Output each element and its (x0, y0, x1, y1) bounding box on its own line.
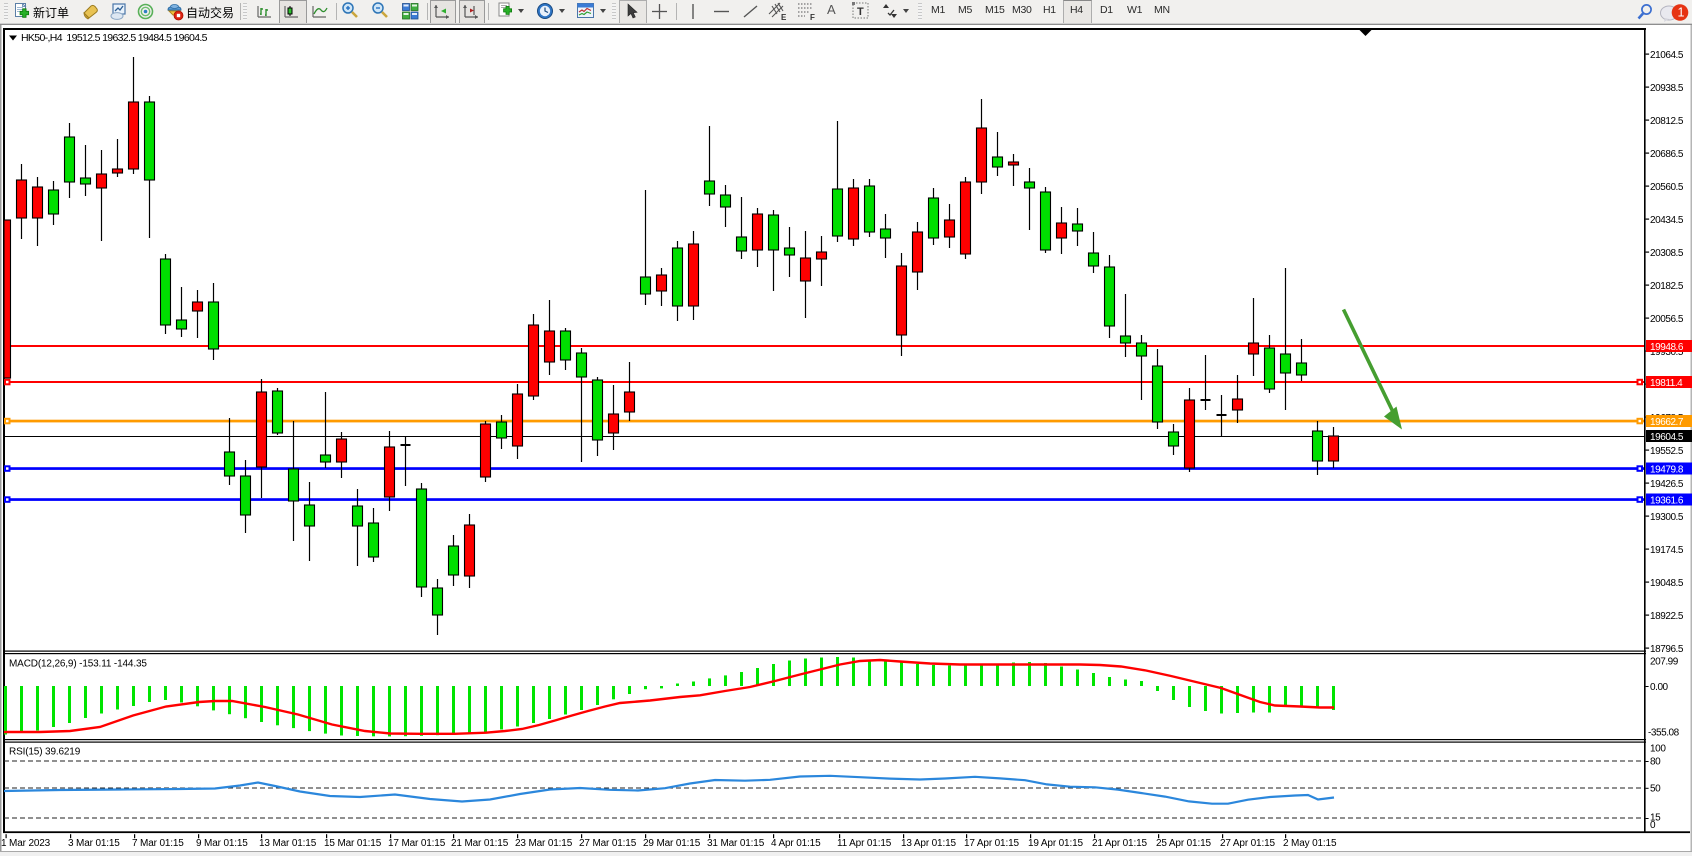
svg-text:50: 50 (1650, 783, 1661, 794)
svg-text:21 Mar 01:15: 21 Mar 01:15 (451, 838, 509, 849)
svg-text:80: 80 (1650, 757, 1661, 768)
svg-text:13 Apr 01:15: 13 Apr 01:15 (901, 838, 957, 849)
svg-text:F: F (810, 13, 815, 21)
svg-text:RSI(15) 39.6219: RSI(15) 39.6219 (9, 747, 81, 758)
svg-text:1: 1 (1678, 6, 1685, 20)
svg-text:4 Apr 01:15: 4 Apr 01:15 (771, 838, 821, 849)
svg-text:20812.5: 20812.5 (1650, 116, 1684, 127)
svg-text:21 Apr 01:15: 21 Apr 01:15 (1092, 838, 1148, 849)
svg-text:27 Mar 01:15: 27 Mar 01:15 (579, 838, 637, 849)
svg-text:7 Mar 01:15: 7 Mar 01:15 (132, 838, 184, 849)
svg-text:27 Apr 01:15: 27 Apr 01:15 (1220, 838, 1276, 849)
svg-text:20182.5: 20182.5 (1650, 281, 1684, 292)
svg-text:1 Mar 2023: 1 Mar 2023 (1, 838, 51, 849)
svg-text:-355.08: -355.08 (1648, 728, 1680, 739)
svg-text:18796.5: 18796.5 (1650, 644, 1684, 655)
svg-text:15: 15 (1650, 813, 1661, 824)
svg-text:19948.6: 19948.6 (1650, 342, 1684, 353)
svg-text:25 Apr 01:15: 25 Apr 01:15 (1156, 838, 1212, 849)
svg-text:15 Mar 01:15: 15 Mar 01:15 (324, 838, 382, 849)
svg-text:13 Mar 01:15: 13 Mar 01:15 (259, 838, 317, 849)
svg-text:19048.5: 19048.5 (1650, 578, 1684, 589)
svg-text:T: T (857, 6, 864, 18)
svg-text:2 May 01:15: 2 May 01:15 (1283, 838, 1337, 849)
svg-text:19479.8: 19479.8 (1650, 464, 1684, 475)
svg-text:3 Mar 01:15: 3 Mar 01:15 (68, 838, 120, 849)
svg-text:19604.5: 19604.5 (1650, 432, 1684, 443)
svg-text:19930.5: 19930.5 (1650, 347, 1684, 358)
svg-text:20434.5: 20434.5 (1650, 215, 1684, 226)
svg-text:19426.5: 19426.5 (1650, 479, 1684, 490)
svg-text:31 Mar 01:15: 31 Mar 01:15 (707, 838, 765, 849)
svg-text:11 Apr 01:15: 11 Apr 01:15 (837, 838, 892, 849)
svg-text:19361.6: 19361.6 (1650, 495, 1684, 506)
svg-text:17 Mar 01:15: 17 Mar 01:15 (388, 838, 446, 849)
svg-text:0: 0 (1650, 820, 1656, 831)
svg-text:E: E (781, 13, 787, 21)
svg-text:19811.4: 19811.4 (1650, 378, 1683, 389)
svg-text:20938.5: 20938.5 (1650, 83, 1684, 94)
svg-text:20560.5: 20560.5 (1650, 182, 1684, 193)
svg-text:23 Mar 01:15: 23 Mar 01:15 (515, 838, 573, 849)
svg-text:19174.5: 19174.5 (1650, 545, 1684, 556)
svg-text:MACD(12,26,9) -153.11 -144.35: MACD(12,26,9) -153.11 -144.35 (9, 659, 147, 670)
svg-text:18922.5: 18922.5 (1650, 611, 1684, 622)
svg-text:HK50-,H4 19512.5 19632.5 1948: HK50-,H4 19512.5 19632.5 19484.5 19604.5 (21, 32, 208, 44)
svg-text:19 Apr 01:15: 19 Apr 01:15 (1028, 838, 1084, 849)
svg-text:19552.5: 19552.5 (1650, 446, 1684, 457)
svg-text:0.00: 0.00 (1650, 682, 1669, 693)
svg-text:20056.5: 20056.5 (1650, 314, 1684, 325)
svg-text:20308.5: 20308.5 (1650, 248, 1684, 259)
svg-text:21064.5: 21064.5 (1650, 50, 1684, 61)
svg-text:19662.7: 19662.7 (1650, 417, 1684, 428)
svg-text:19300.5: 19300.5 (1650, 512, 1684, 523)
svg-text:100: 100 (1650, 744, 1666, 755)
svg-text:17 Apr 01:15: 17 Apr 01:15 (964, 838, 1020, 849)
svg-text:9 Mar 01:15: 9 Mar 01:15 (196, 838, 248, 849)
svg-text:207.99: 207.99 (1650, 657, 1679, 668)
svg-text:20686.5: 20686.5 (1650, 149, 1684, 160)
svg-text:29 Mar 01:15: 29 Mar 01:15 (643, 838, 701, 849)
